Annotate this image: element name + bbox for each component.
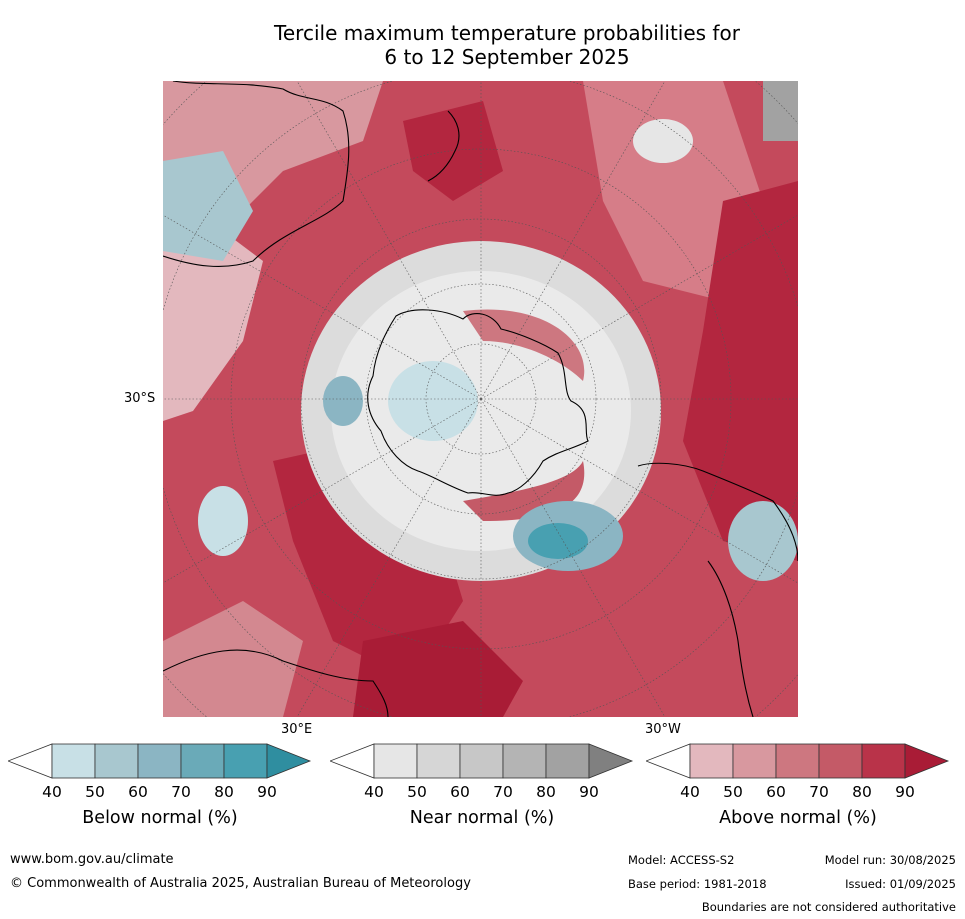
region-above-south xyxy=(163,601,303,717)
region-above-lightest xyxy=(163,231,263,421)
map-title: Tercile maximum temperature probabilitie… xyxy=(274,21,740,69)
graticule xyxy=(163,81,798,717)
tick-label: 90 xyxy=(257,783,277,801)
coast-southamerica xyxy=(707,560,754,717)
region-below-patch-west xyxy=(323,376,363,426)
tick-label: 90 xyxy=(895,783,915,801)
coast-newzealand xyxy=(427,110,460,182)
base-period-text: Base period: 1981-2018 xyxy=(628,877,767,891)
website-link[interactable]: www.bom.gov.au/climate xyxy=(10,852,174,867)
legend-label-above: Above normal (%) xyxy=(719,808,877,828)
model-run-text: Model run: 30/08/2025 xyxy=(824,853,956,867)
tick-label: 40 xyxy=(364,783,384,801)
region-below-northwest xyxy=(163,151,253,261)
colorbar-near-normal xyxy=(328,742,634,784)
tick-label: 60 xyxy=(450,783,470,801)
tick-label: 70 xyxy=(493,783,513,801)
coastlines xyxy=(163,81,798,717)
region-no-data xyxy=(763,81,798,141)
tick-label: 40 xyxy=(680,783,700,801)
lat-label-30s: 30°S xyxy=(124,391,156,406)
disclaimer-text: Boundaries are not considered authoritat… xyxy=(701,900,956,914)
region-below-southamerica xyxy=(728,501,798,581)
tick-label: 70 xyxy=(171,783,191,801)
region-near-northeast xyxy=(633,119,693,163)
tick-label: 90 xyxy=(579,783,599,801)
probability-map xyxy=(163,81,798,717)
tick-label: 60 xyxy=(128,783,148,801)
region-below-core xyxy=(528,523,588,559)
tick-label: 80 xyxy=(214,783,234,801)
region-above-strong-south xyxy=(353,621,523,717)
region-above-strong-east xyxy=(683,181,798,561)
legend-label-near: Near normal (%) xyxy=(409,808,555,828)
issued-text: Issued: 01/09/2025 xyxy=(845,877,956,891)
colorbar-below-normal xyxy=(6,742,312,784)
tick-label: 80 xyxy=(852,783,872,801)
lon-label-30w: 30°W xyxy=(645,722,681,737)
region-above-arc-north xyxy=(463,309,585,381)
region-above-strong-north xyxy=(403,101,503,201)
tick-label: 60 xyxy=(766,783,786,801)
region-below-patch-sw xyxy=(198,486,248,556)
model-text: Model: ACCESS-S2 xyxy=(628,853,735,867)
tick-label: 50 xyxy=(85,783,105,801)
tick-label: 50 xyxy=(723,783,743,801)
tick-label: 70 xyxy=(809,783,829,801)
coast-africa xyxy=(163,649,389,717)
coast-australia xyxy=(163,81,350,267)
coast-southamerica-tip xyxy=(637,462,798,562)
tick-label: 50 xyxy=(407,783,427,801)
region-below-antarctic xyxy=(388,361,478,441)
tick-label: 80 xyxy=(536,783,556,801)
tick-label: 40 xyxy=(42,783,62,801)
coast-antarctica xyxy=(367,309,589,496)
copyright-text: © Commonwealth of Australia 2025, Austra… xyxy=(10,876,471,891)
legend-label-below: Below normal (%) xyxy=(82,808,238,828)
map-canvas xyxy=(163,81,798,717)
colorbar-above-normal xyxy=(644,742,950,784)
lon-label-30e: 30°E xyxy=(281,722,313,737)
